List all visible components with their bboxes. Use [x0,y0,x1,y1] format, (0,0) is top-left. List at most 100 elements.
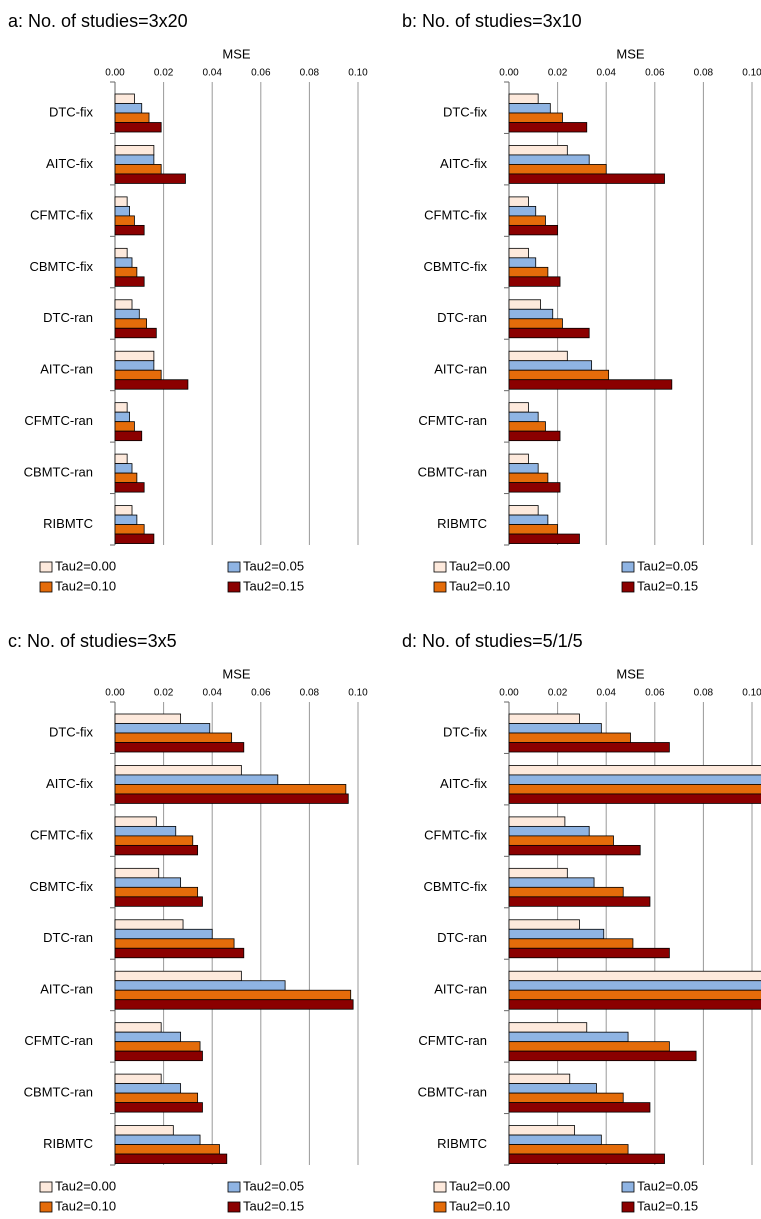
bar [508,1134,602,1145]
bar [114,1134,201,1145]
bar [508,896,651,907]
legend-label: Tau2=0.05 [243,1178,304,1193]
bar [508,713,580,724]
bar [508,327,590,339]
bar [114,103,143,114]
x-tick-label: 0.02 [548,68,568,79]
bar [114,308,140,320]
bar [508,765,761,776]
bar [114,299,133,310]
category-label: CFMTC-ran [24,413,93,428]
bar [508,402,529,413]
bar [114,411,130,423]
bar [508,1073,571,1085]
bar [114,112,150,123]
bar [114,1125,174,1136]
category-label: CFMTC-ran [418,1033,487,1048]
legend-swatch [227,581,241,593]
bar [508,970,761,982]
category-label: DTC-ran [437,930,487,945]
bar [508,835,614,846]
bar [508,1092,624,1104]
bar [508,732,631,743]
category-label: DTC-ran [437,310,487,325]
bar [114,1041,201,1052]
bar [114,713,182,724]
legend-label: Tau2=0.10 [55,578,116,593]
bar [114,1153,228,1164]
bar [508,877,595,888]
legend-label: Tau2=0.05 [637,558,698,573]
category-label: CFMTC-fix [424,207,487,222]
bar [114,793,349,804]
bar [114,505,133,516]
bar [508,369,610,381]
bar [114,816,157,827]
legend-label: Tau2=0.00 [55,1178,116,1193]
category-label: CFMTC-fix [30,207,93,222]
x-tick-label: 0.06 [251,688,271,699]
x-tick-label: 0.08 [694,68,714,79]
legend-label: Tau2=0.15 [637,1198,698,1213]
bar [114,472,138,484]
category-label: DTC-fix [49,104,94,119]
bar [508,844,641,856]
bar [114,430,143,442]
legend-label: Tau2=0.10 [449,578,510,593]
bar [508,816,566,827]
bar [508,308,554,320]
bar [114,173,186,184]
category-label: DTC-ran [43,930,93,945]
category-label: CFMTC-ran [418,413,487,428]
legend-label: Tau2=0.00 [449,1178,510,1193]
legend-label: Tau2=0.05 [243,558,304,573]
bar [508,276,561,287]
category-label: CBMTC-ran [24,1085,93,1100]
bar [508,472,549,484]
bar [508,93,539,104]
bar [508,1041,670,1052]
bar [114,886,199,898]
bar [114,379,189,390]
bar [508,1153,665,1164]
bar [114,980,286,991]
bar [508,1050,697,1062]
bar [508,196,529,207]
bar [508,867,568,879]
x-tick-label: 0.06 [251,68,271,79]
bar [508,886,624,898]
bar [508,145,568,156]
legend-swatch [621,561,635,573]
bar [508,928,605,940]
bar [114,266,138,278]
bar [114,514,138,525]
bar [114,928,213,940]
bar [508,318,563,329]
category-label: CBMTC-ran [24,465,93,480]
bar [114,524,145,535]
bar [114,825,177,837]
bar [508,224,558,236]
bar [508,784,761,795]
legend-label: Tau2=0.05 [637,1178,698,1193]
category-label: AITC-ran [434,982,487,997]
bar [114,247,128,259]
bar [508,774,761,785]
category-label: AITC-fix [440,776,487,791]
bar [508,482,561,493]
legend-swatch [227,1201,241,1213]
bar [114,196,128,207]
bar [114,402,128,413]
bar [508,247,529,259]
category-label: CBMTC-fix [29,879,93,894]
x-tick-label: 0.02 [154,688,174,699]
x-tick-label: 0.04 [202,688,222,699]
legend-label: Tau2=0.10 [55,1198,116,1213]
x-tick-label: 0.00 [499,688,519,699]
bar [508,164,607,175]
bar [508,360,593,371]
category-label: DTC-fix [443,104,488,119]
bar [508,215,546,226]
bar [114,970,242,982]
